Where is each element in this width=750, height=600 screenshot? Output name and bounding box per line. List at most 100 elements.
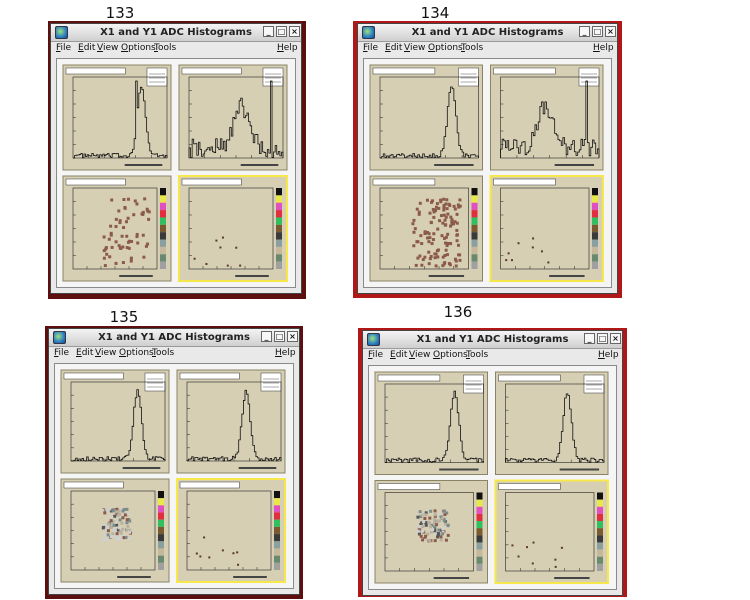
color-palette-cell (476, 563, 483, 571)
histogram-1d-pad[interactable] (176, 369, 286, 474)
root-app-icon[interactable] (53, 331, 66, 344)
menu-item-view[interactable]: View (97, 43, 119, 53)
hist2d-cell (114, 225, 118, 229)
histogram-2d-pad[interactable] (62, 175, 172, 282)
menu-item-view[interactable]: View (409, 350, 431, 360)
hist2d-cell (442, 213, 446, 217)
menu-item-view[interactable]: View (95, 348, 117, 358)
menu-item-help[interactable]: Help (275, 348, 296, 358)
hist2d-cell (444, 235, 448, 239)
hist2d-cell (452, 204, 456, 208)
histogram-2d-pad[interactable] (60, 478, 170, 583)
histogram-title-box (377, 483, 441, 490)
hist2d-cell (110, 198, 114, 202)
hist2d-cell (434, 205, 438, 209)
menu-item-options[interactable]: Options (428, 43, 463, 53)
hist2d-cell (455, 239, 459, 243)
menu-item-options[interactable]: Options (121, 43, 156, 53)
root-app-icon[interactable] (55, 26, 68, 39)
histogram-2d-pad[interactable] (369, 175, 483, 282)
histogram-line (186, 389, 282, 462)
menu-item-file[interactable]: File (54, 348, 70, 358)
menu-item-file[interactable]: File (363, 43, 379, 53)
hist2d-cell (112, 529, 116, 533)
color-palette-cell (274, 548, 280, 556)
hist2d-cell (235, 246, 238, 249)
menu-item-edit[interactable]: Edit (78, 43, 96, 53)
histogram-2d-pad[interactable] (178, 175, 288, 282)
hist2d-cell (120, 521, 124, 525)
menu-item-tools[interactable]: Tools (154, 43, 177, 53)
color-palette-cell (158, 505, 164, 513)
maximize-button[interactable]: □ (274, 331, 285, 342)
histogram-1d-pad[interactable] (490, 64, 604, 171)
histogram-line (505, 393, 605, 463)
histogram-2d-pad[interactable] (494, 479, 609, 584)
hist2d-cell (103, 533, 107, 537)
close-button[interactable]: × (289, 26, 300, 37)
window-titlebar[interactable]: X1 and Y1 ADC Histograms _ □ × (358, 24, 617, 42)
histogram-2d-pad[interactable] (374, 480, 488, 584)
window-titlebar[interactable]: X1 and Y1 ADC Histograms _ □ × (51, 24, 301, 42)
maximize-button[interactable]: □ (597, 333, 608, 344)
maximize-button[interactable]: □ (276, 26, 287, 37)
close-button[interactable]: × (605, 26, 616, 37)
menu-item-edit[interactable]: Edit (76, 348, 94, 358)
histogram-canvas[interactable] (56, 58, 296, 288)
histogram-title-box (372, 178, 436, 186)
color-palette-cell (471, 261, 478, 269)
hist2d-cell (517, 555, 520, 558)
histogram-1d-pad[interactable] (62, 64, 172, 171)
menu-item-options[interactable]: Options (433, 350, 468, 360)
minimize-button[interactable]: _ (261, 331, 272, 342)
menu-item-file[interactable]: File (56, 43, 72, 53)
histogram-1d-pad[interactable] (60, 369, 170, 474)
histogram-2d-pad[interactable] (489, 175, 604, 282)
menu-item-view[interactable]: View (404, 43, 426, 53)
color-palette-cell (274, 534, 280, 542)
hist2d-cell (431, 238, 435, 242)
hist2d-cell (125, 246, 129, 250)
color-palette-cell (471, 210, 478, 218)
maximize-button[interactable]: □ (592, 26, 603, 37)
hist2d-cell (457, 205, 461, 209)
hist2d-cell (436, 255, 440, 259)
menu-item-file[interactable]: File (368, 350, 384, 360)
window-titlebar[interactable]: X1 and Y1 ADC Histograms _ □ × (49, 329, 299, 347)
histogram-1d-pad[interactable] (369, 64, 483, 171)
hist2d-cell (442, 208, 446, 212)
menu-item-edit[interactable]: Edit (385, 43, 403, 53)
hist2d-cell (101, 526, 105, 530)
hist2d-cell (443, 512, 447, 516)
menu-item-options[interactable]: Options (119, 348, 154, 358)
histogram-2d-pad[interactable] (176, 478, 286, 583)
close-button[interactable]: × (610, 333, 621, 344)
menu-item-help[interactable]: Help (277, 43, 298, 53)
window-titlebar[interactable]: X1 and Y1 ADC Histograms _ □ × (363, 331, 622, 349)
menu-item-help[interactable]: Help (598, 350, 619, 360)
hist2d-cell (118, 221, 122, 225)
hist2d-cell (102, 256, 106, 260)
hist2d-cell (109, 519, 113, 523)
close-button[interactable]: × (287, 331, 298, 342)
hist2d-cell (113, 527, 117, 531)
menu-item-edit[interactable]: Edit (390, 350, 408, 360)
histogram-canvas[interactable] (368, 365, 617, 590)
hist2d-cell (454, 264, 458, 268)
root-app-icon[interactable] (362, 26, 375, 39)
histogram-canvas[interactable] (54, 363, 294, 589)
histogram-1d-pad[interactable] (374, 371, 488, 475)
minimize-button[interactable]: _ (263, 26, 274, 37)
histogram-canvas[interactable] (363, 58, 612, 288)
hist2d-cell (453, 257, 457, 261)
menu-item-tools[interactable]: Tools (461, 43, 484, 53)
menu-item-tools[interactable]: Tools (152, 348, 175, 358)
minimize-button[interactable]: _ (584, 333, 595, 344)
hist2d-cell (458, 258, 462, 262)
histogram-1d-pad[interactable] (178, 64, 288, 171)
menu-item-tools[interactable]: Tools (466, 350, 489, 360)
minimize-button[interactable]: _ (579, 26, 590, 37)
root-app-icon[interactable] (367, 333, 380, 346)
histogram-1d-pad[interactable] (495, 371, 609, 475)
menu-item-help[interactable]: Help (593, 43, 614, 53)
